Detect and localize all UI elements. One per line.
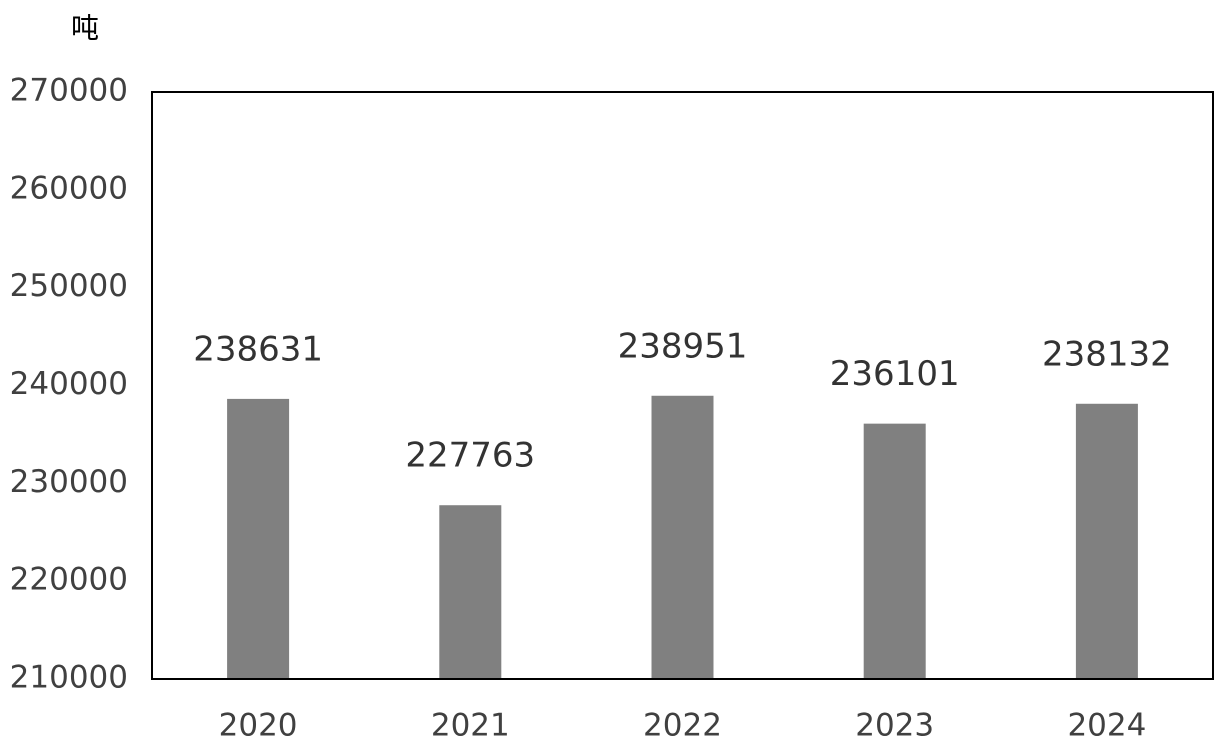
x-tick-label: 2023 <box>855 708 934 744</box>
x-tick-label: 2024 <box>1067 708 1146 744</box>
bar <box>1075 403 1138 679</box>
data-label: 227763 <box>405 436 535 476</box>
data-label: 236101 <box>830 354 960 394</box>
bar <box>227 398 290 679</box>
y-tick-label: 230000 <box>10 464 128 500</box>
data-label: 238132 <box>1042 334 1172 374</box>
data-label: 238951 <box>618 326 748 366</box>
x-tick-label: 2022 <box>643 708 722 744</box>
bar <box>651 395 714 679</box>
y-tick-label: 220000 <box>10 562 128 598</box>
y-tick-label: 250000 <box>10 268 128 304</box>
plot-frame <box>151 91 1214 680</box>
y-tick-label: 210000 <box>10 660 128 696</box>
bar <box>439 505 502 679</box>
data-label: 238631 <box>193 329 323 369</box>
y-tick-label: 260000 <box>10 170 128 206</box>
y-axis-label: 吨 <box>71 12 99 45</box>
bar <box>863 423 926 679</box>
x-tick-label: 2021 <box>431 708 510 744</box>
x-tick-label: 2020 <box>219 708 298 744</box>
y-tick-label: 240000 <box>10 366 128 402</box>
y-tick-label: 270000 <box>10 73 128 109</box>
